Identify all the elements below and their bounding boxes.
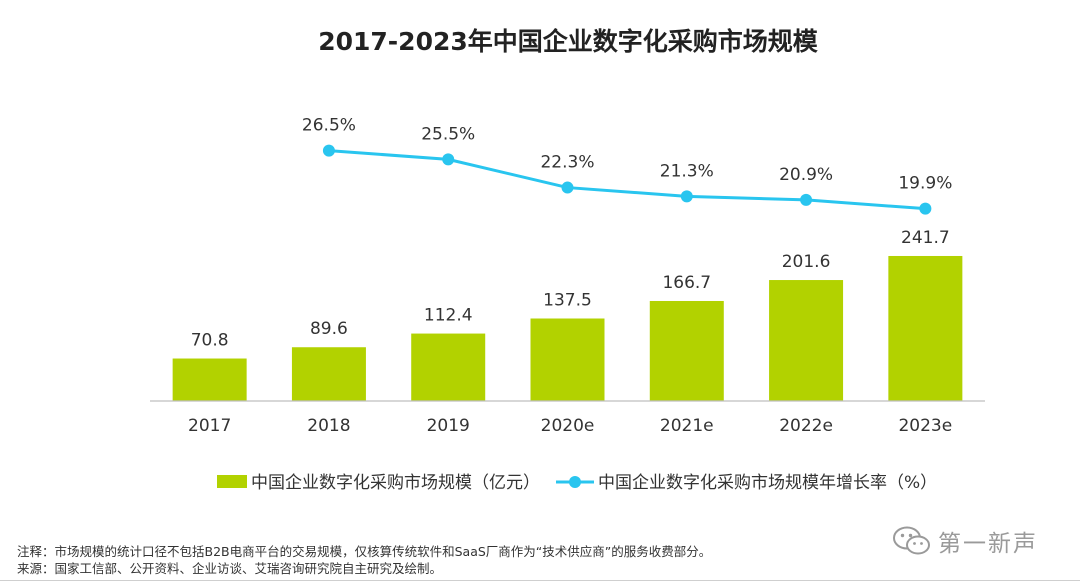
growth-rate-point [800, 193, 813, 206]
source-text: 来源：国家工信部、公开资料、企业访谈、艾瑞咨询研究院自主研究及绘制。 [17, 561, 443, 576]
note-text: 注释：市场规模的统计口径不包括B2B电商平台的交易规模，仅核算传统软件和SaaS… [17, 544, 712, 559]
bar-value-label: 70.8 [191, 331, 229, 351]
x-tick-label: 2023e [898, 416, 952, 436]
line-series: 26.5% 25.5% 22.3% 21.3% 20.9% 19.9% [302, 116, 952, 215]
bar-value-label: 112.4 [424, 306, 473, 326]
bar-2019 [411, 333, 486, 401]
growth-rate-point [561, 181, 574, 194]
bar-value-label: 201.6 [782, 252, 831, 272]
legend: 中国企业数字化采购市场规模（亿元） 中国企业数字化采购市场规模年增长率（%） [217, 473, 937, 493]
bar-2020e [530, 318, 605, 401]
growth-rate-label: 25.5% [421, 124, 475, 144]
bar-2017 [172, 358, 247, 401]
x-tick-label: 2017 [188, 416, 231, 436]
bar-2023e [888, 255, 963, 401]
footnotes: 注释：市场规模的统计口径不包括B2B电商平台的交易规模，仅核算传统软件和SaaS… [17, 543, 711, 577]
legend-bar-label: 中国企业数字化采购市场规模（亿元） [251, 473, 540, 493]
chart-title: 2017-2023年中国企业数字化采购市场规模 [318, 27, 819, 56]
growth-rate-line [328, 149, 926, 211]
bar-value-label: 137.5 [543, 291, 592, 311]
bar-2021e [649, 300, 724, 401]
bar-series: 70.8 89.6 112.4 137.5 166.7 201.6 241.7 [172, 228, 963, 401]
growth-rate-point [680, 190, 693, 203]
legend-line-label: 中国企业数字化采购市场规模年增长率（%） [598, 473, 937, 493]
growth-rate-label: 22.3% [540, 153, 594, 173]
bar-value-label: 166.7 [662, 273, 711, 293]
watermark-text: 第一新声 [938, 531, 1038, 557]
bar-2018 [291, 347, 366, 401]
growth-rate-point [442, 153, 455, 166]
x-tick-label: 2018 [307, 416, 350, 436]
legend-line-marker [569, 476, 581, 488]
growth-rate-point [322, 144, 335, 157]
growth-rate-label: 20.9% [779, 165, 833, 185]
growth-rate-point [919, 202, 932, 215]
bar-2022e [769, 280, 844, 401]
legend-item-line: 中国企业数字化采购市场规模年增长率（%） [556, 473, 937, 493]
wechat-icon [893, 526, 930, 555]
bottom-divider [0, 580, 1080, 581]
growth-rate-label: 21.3% [660, 161, 714, 181]
watermark: 第一新声 [892, 524, 1038, 558]
x-tick-labels: 2017 2018 2019 2020e 2021e 2022e 2023e [188, 416, 952, 436]
growth-rate-label: 19.9% [898, 174, 952, 194]
bar-value-label: 241.7 [901, 228, 950, 248]
bar-value-label: 89.6 [310, 319, 348, 339]
legend-bar-swatch [217, 475, 247, 488]
x-tick-label: 2021e [660, 416, 714, 436]
x-tick-label: 2022e [779, 416, 833, 436]
x-tick-label: 2019 [427, 416, 470, 436]
growth-rate-label: 26.5% [302, 116, 356, 136]
x-tick-label: 2020e [541, 416, 595, 436]
legend-item-bar: 中国企业数字化采购市场规模（亿元） [217, 473, 540, 493]
